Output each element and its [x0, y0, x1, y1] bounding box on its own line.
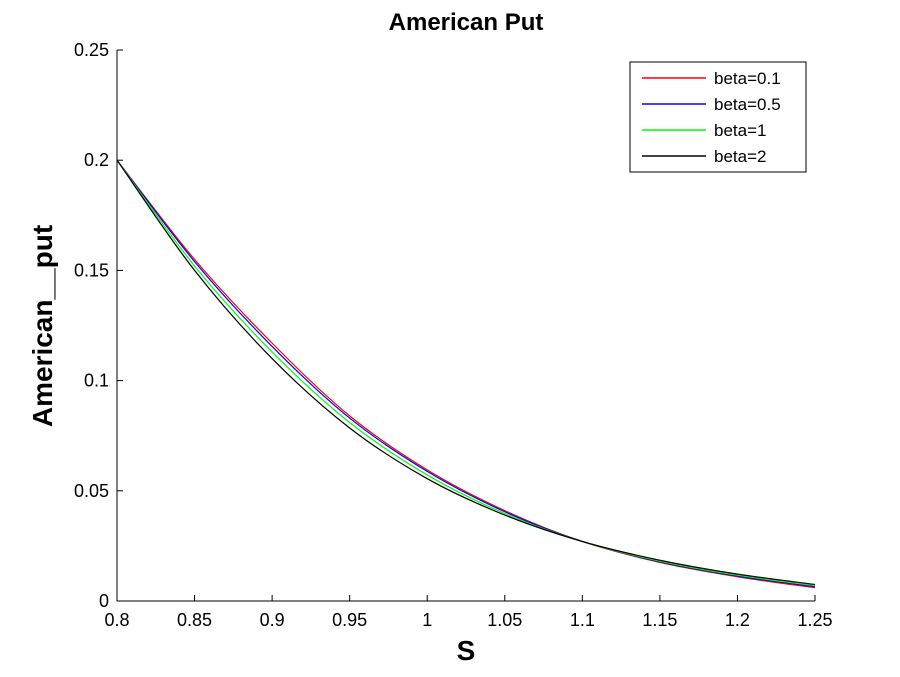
- series-line-4: [116, 159, 816, 586]
- legend: beta=0.1 beta=0.5 beta=1 beta=2: [629, 61, 807, 173]
- x-tick-label: 1.2: [725, 610, 750, 630]
- x-tick-label: 1.1: [570, 610, 595, 630]
- y-ticks: 0 0.05 0.1 0.15 0.2 0.25: [74, 40, 123, 611]
- legend-label-2: beta=0.5: [714, 95, 781, 114]
- x-tick-label: 1.25: [797, 610, 832, 630]
- legend-label-3: beta=1: [714, 121, 766, 140]
- y-tick-label: 0.15: [74, 260, 109, 280]
- x-tick-label: 0.95: [332, 610, 367, 630]
- y-tick-label: 0.1: [84, 371, 109, 391]
- series-line-1: [116, 159, 816, 589]
- y-axis-label: American__put: [27, 225, 58, 427]
- y-tick-label: 0.2: [84, 150, 109, 170]
- x-tick-label: 1.15: [642, 610, 677, 630]
- series-lines: [116, 159, 816, 589]
- legend-box: [629, 61, 807, 173]
- series-line-3: [116, 159, 816, 587]
- series-line-2: [116, 159, 816, 588]
- x-tick-label: 0.8: [104, 610, 129, 630]
- y-tick-label: 0: [99, 591, 109, 611]
- y-tick-label: 0.05: [74, 481, 109, 501]
- chart-title: American Put: [389, 9, 544, 36]
- legend-label-4: beta=2: [714, 147, 766, 166]
- x-tick-label: 0.85: [177, 610, 212, 630]
- legend-label-1: beta=0.1: [714, 69, 781, 88]
- x-tick-label: 1: [422, 610, 432, 630]
- x-tick-label: 0.9: [260, 610, 285, 630]
- x-ticks: 0.8 0.85 0.9 0.95 1 1.05 1.1 1.15 1.2 1.25: [104, 595, 833, 630]
- y-tick-label: 0.25: [74, 40, 109, 60]
- x-tick-label: 1.05: [487, 610, 522, 630]
- x-axis-label: S: [457, 635, 476, 666]
